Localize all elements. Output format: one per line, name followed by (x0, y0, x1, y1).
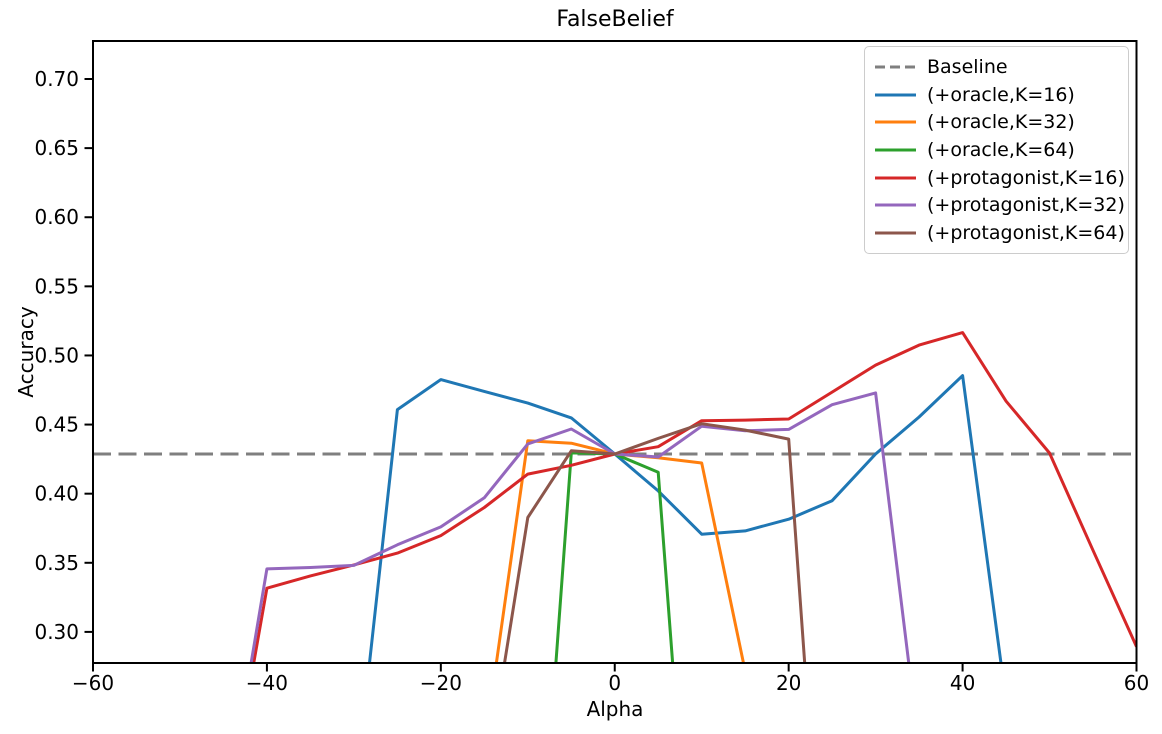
series-line-protagonist-k64 (503, 422, 807, 663)
legend-item-label: (+oracle,K=16) (927, 83, 1075, 106)
x-tick-label: 0 (608, 671, 621, 695)
legend-swatch-oracle-k64 (875, 148, 916, 152)
legend-item-protagonist-k64: (+protagonist,K=64) (875, 220, 1125, 246)
y-tick-label: 0.45 (34, 413, 79, 437)
x-tick-label: −40 (246, 671, 288, 695)
legend-item-label: Baseline (927, 56, 1008, 78)
series-lines (93, 331, 1137, 663)
legend-swatch-protagonist-k32 (875, 203, 916, 207)
legend-item-label: (+protagonist,K=32) (927, 194, 1125, 217)
plot-border (92, 40, 1138, 664)
x-tick-label: −60 (72, 671, 114, 695)
series-line-oracle-k16 (367, 374, 1003, 663)
y-tick-label: 0.30 (34, 620, 79, 644)
legend-swatch-protagonist-k16 (875, 176, 916, 180)
legend-swatch-protagonist-k64 (875, 231, 916, 235)
x-tick-label: 40 (950, 671, 975, 695)
legend-item-baseline: Baseline (875, 54, 1122, 80)
legend-item-oracle-k64: (+oracle,K=64) (875, 137, 1122, 163)
legend-item-label: (+oracle,K=64) (927, 138, 1075, 161)
y-tick-label: 0.60 (34, 205, 79, 229)
x-tick-label: −20 (420, 671, 462, 695)
y-tick-label: 0.65 (34, 136, 79, 160)
legend-item-oracle-k16: (+oracle,K=16) (875, 82, 1122, 108)
legend-swatch-oracle-k16 (875, 93, 916, 97)
series-line-protagonist-k32 (249, 391, 911, 663)
x-tick-label: 20 (776, 671, 801, 695)
y-tick-label: 0.50 (34, 343, 79, 367)
chart-title: FalseBelief (556, 7, 674, 32)
axis-ticks: −60 −40 −20 0 20 40 60 0.30 0.35 0.40 0.45 0.50 0.55… (34, 67, 1149, 695)
legend-item-label: (+protagonist,K=16) (927, 166, 1125, 189)
legend-item-protagonist-k16: (+protagonist,K=16) (875, 165, 1125, 191)
series-line-protagonist-k16 (252, 331, 1137, 663)
legend-item-oracle-k32: (+oracle,K=32) (875, 109, 1122, 135)
y-tick-label: 0.55 (34, 274, 79, 298)
y-tick-label: 0.40 (34, 482, 79, 506)
legend-item-protagonist-k32: (+protagonist,K=32) (875, 192, 1125, 218)
y-tick-label: 0.35 (34, 551, 79, 575)
legend-swatch-baseline (875, 65, 916, 69)
legend-item-label: (+protagonist,K=64) (927, 221, 1125, 244)
y-tick-label: 0.70 (34, 67, 79, 91)
legend-swatch-oracle-k32 (875, 120, 916, 124)
legend: Baseline (+oracle,K=16) (+oracle,K=32) (+or… (864, 46, 1129, 254)
x-tick-label: 60 (1124, 671, 1149, 695)
x-axis-label: Alpha (586, 697, 644, 721)
legend-item-label: (+oracle,K=32) (927, 111, 1075, 134)
